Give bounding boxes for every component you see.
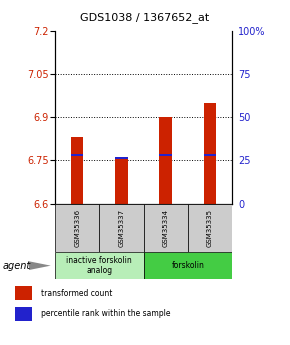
Text: agent: agent [3, 261, 31, 270]
Polygon shape [29, 261, 51, 270]
Bar [115, 157, 128, 159]
Text: GSM35336: GSM35336 [74, 209, 80, 247]
Bar [99, 204, 144, 252]
Bar [188, 204, 232, 252]
Text: GSM35334: GSM35334 [163, 209, 169, 247]
Text: forskolin: forskolin [171, 261, 204, 270]
Text: GSM35337: GSM35337 [118, 209, 124, 247]
Text: GSM35335: GSM35335 [207, 209, 213, 247]
Bar [71, 154, 84, 156]
Text: GDS1038 / 1367652_at: GDS1038 / 1367652_at [80, 12, 210, 23]
Text: inactive forskolin
analog: inactive forskolin analog [66, 256, 132, 275]
Bar [204, 103, 216, 204]
Bar [144, 252, 232, 279]
Bar [14, 307, 32, 321]
Text: transformed count: transformed count [41, 289, 113, 298]
Bar [55, 204, 99, 252]
Bar [160, 117, 172, 204]
Bar [204, 154, 216, 156]
Bar [14, 286, 32, 300]
Bar [160, 154, 172, 156]
Bar [55, 252, 144, 279]
Bar [115, 158, 128, 204]
Bar [71, 137, 84, 204]
Text: percentile rank within the sample: percentile rank within the sample [41, 309, 171, 318]
Bar [144, 204, 188, 252]
